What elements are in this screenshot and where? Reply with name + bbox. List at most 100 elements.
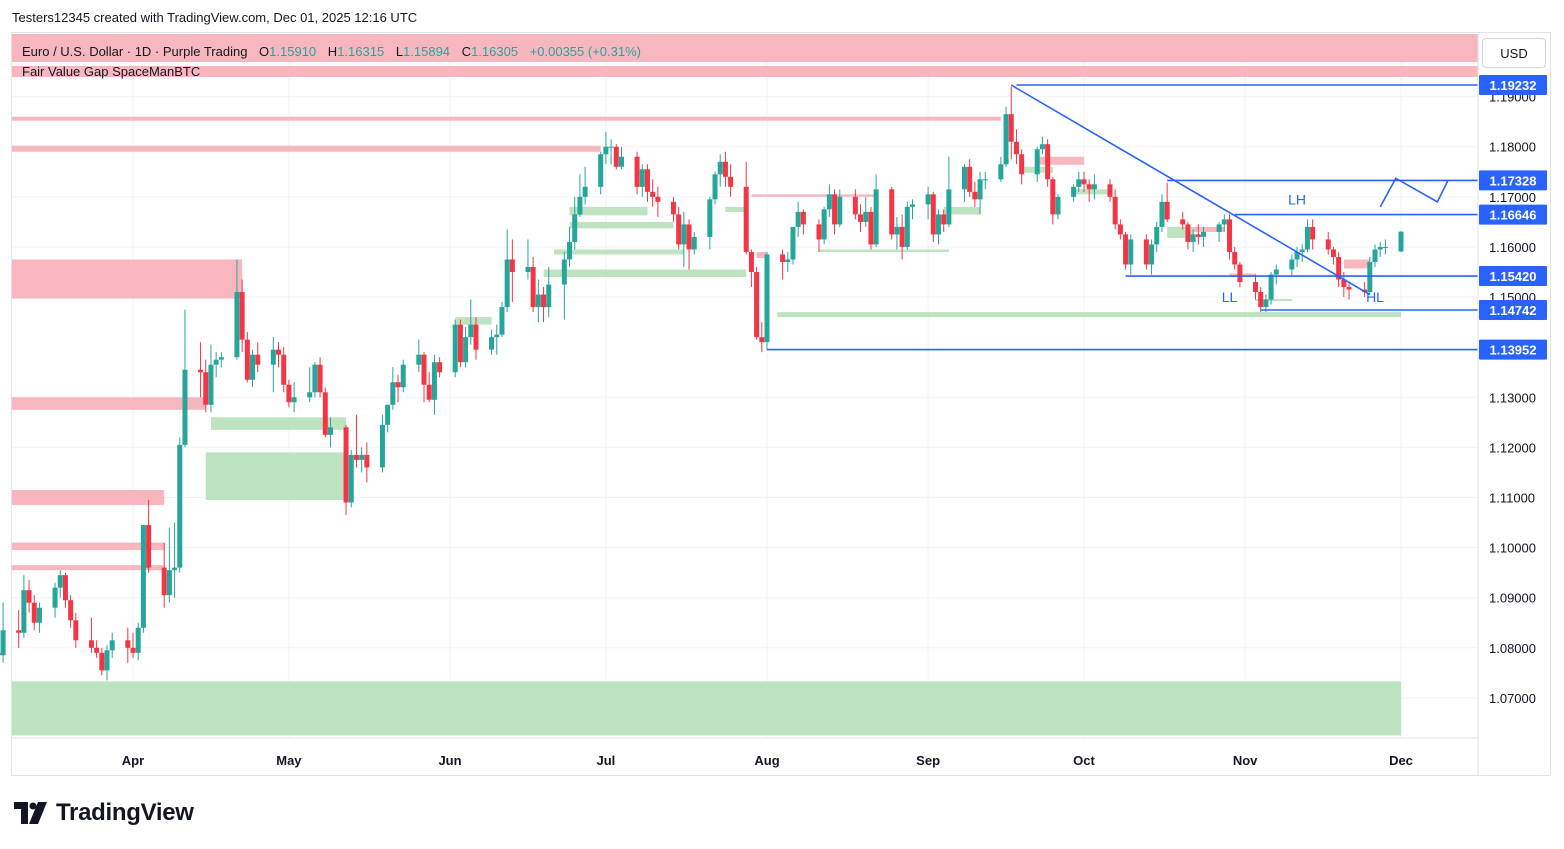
candle-body: [780, 254, 786, 262]
legend-background-row1: [12, 34, 1478, 62]
fvg-zone-bear: [756, 251, 767, 258]
candle: [821, 206, 827, 245]
candle-body: [858, 214, 864, 222]
candle-body: [1019, 154, 1025, 175]
candle: [234, 259, 240, 360]
candle: [286, 379, 292, 408]
candle: [182, 309, 188, 448]
candle: [910, 199, 916, 220]
candle-body: [717, 161, 723, 175]
candle: [385, 404, 391, 433]
candle-body: [234, 292, 240, 358]
legend-line: Euro / U.S. Dollar · 1D · Purple Trading…: [22, 44, 641, 59]
candle-body: [910, 204, 916, 207]
ohlc-open-value: 1.15910: [269, 44, 316, 59]
candle-body: [1180, 219, 1186, 225]
x-tick-label: Apr: [122, 753, 144, 768]
trend-line: [1010, 84, 1371, 296]
candle: [1039, 136, 1045, 155]
candle: [707, 196, 713, 250]
candle: [244, 332, 250, 383]
annotation-hl: HL: [1366, 289, 1384, 305]
candle-body: [270, 349, 276, 365]
candle-body: [572, 214, 578, 242]
candle-body: [250, 354, 256, 380]
candle-body: [603, 146, 609, 155]
candle: [935, 209, 941, 245]
candle: [904, 201, 910, 250]
candle: [946, 156, 952, 227]
candle: [416, 339, 422, 373]
candle-body: [618, 156, 624, 167]
candle: [307, 367, 313, 403]
candle: [1008, 86, 1014, 160]
x-tick-label: Sep: [916, 753, 940, 768]
x-tick-label: Jun: [438, 753, 461, 768]
candle-body: [546, 284, 552, 308]
candle: [1398, 231, 1404, 253]
candle: [530, 256, 536, 313]
candle-body: [743, 186, 749, 252]
candle-body: [1128, 239, 1134, 265]
candle: [1107, 179, 1113, 202]
y-tick-label: 1.12000: [1489, 440, 1536, 455]
candle: [16, 610, 22, 648]
candle: [1252, 274, 1258, 300]
candle-body: [889, 189, 895, 235]
fvg-zone-bear: [12, 145, 601, 152]
candle: [172, 522, 178, 598]
candle-body: [941, 214, 947, 225]
fvg-zone-bull: [777, 312, 1401, 318]
candle-body: [1341, 279, 1347, 288]
candle-body: [764, 254, 770, 343]
tradingview-logo[interactable]: TradingView: [14, 798, 194, 828]
y-tick-label: 1.07000: [1489, 691, 1536, 706]
candle: [1232, 246, 1238, 270]
candle: [1289, 254, 1295, 278]
candle-body: [639, 169, 645, 187]
candle: [650, 179, 656, 207]
candle-body: [826, 194, 832, 210]
currency-selector[interactable]: USD: [1482, 38, 1546, 68]
attribution-header: Testers12345 created with TradingView.co…: [12, 10, 418, 25]
candle: [832, 189, 838, 235]
candle: [1336, 251, 1342, 288]
candle: [1159, 194, 1165, 232]
candle-body: [561, 259, 567, 285]
candle: [31, 595, 37, 631]
candle-body: [16, 630, 22, 633]
tradingview-logo-text: TradingView: [56, 799, 194, 826]
fvg-zone-bear: [1193, 226, 1225, 232]
candle-body: [125, 640, 131, 648]
candle-body: [1034, 149, 1040, 175]
candle: [785, 251, 791, 273]
candle: [1112, 189, 1118, 230]
candle-body: [1039, 144, 1045, 150]
candle: [546, 266, 552, 318]
candle-body: [681, 224, 687, 245]
price-label-1.17328: 1.17328: [1479, 170, 1547, 191]
price-labels: 1.19232 1.17328 1.16646 1.15420 1.14742 1.139…: [1479, 75, 1547, 360]
candle-body: [182, 369, 188, 445]
candle: [359, 447, 365, 473]
fvg-zone-bear: [751, 194, 877, 197]
candle: [317, 357, 323, 398]
candle: [967, 159, 973, 197]
price-label-text: 1.19232: [1490, 78, 1537, 93]
candle-body: [650, 191, 656, 197]
y-tick-label: 1.17000: [1489, 190, 1536, 205]
candle-body: [343, 427, 349, 503]
candle-body: [52, 587, 58, 608]
candle: [1117, 219, 1123, 240]
candle-body: [244, 339, 250, 380]
candle-body: [1076, 179, 1082, 187]
candle: [431, 354, 437, 415]
price-label-bg: [1479, 170, 1547, 191]
candle: [208, 344, 214, 413]
candle-body: [1367, 261, 1373, 293]
candle-body: [655, 196, 661, 202]
candle: [213, 352, 219, 378]
candle: [281, 347, 287, 393]
candle: [1180, 211, 1186, 230]
